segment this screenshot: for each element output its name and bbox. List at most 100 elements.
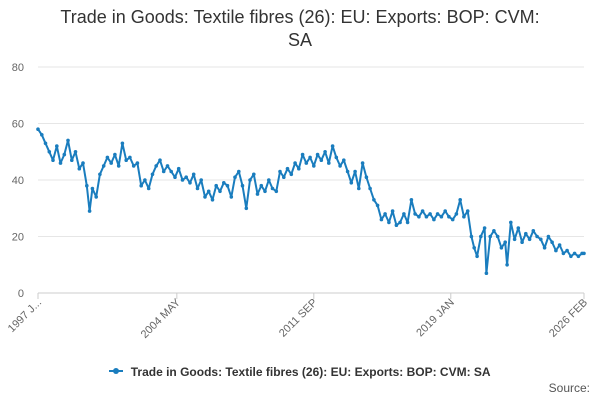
data-point[interactable] bbox=[297, 166, 301, 171]
data-point[interactable] bbox=[503, 240, 508, 244]
data-point[interactable] bbox=[210, 198, 215, 202]
data-point[interactable] bbox=[158, 158, 162, 162]
data-point[interactable] bbox=[304, 161, 309, 165]
data-point[interactable] bbox=[109, 161, 113, 165]
data-point[interactable] bbox=[360, 161, 365, 165]
data-point[interactable] bbox=[450, 217, 455, 222]
data-point[interactable] bbox=[345, 169, 350, 174]
data-point[interactable] bbox=[443, 209, 448, 213]
data-point[interactable] bbox=[131, 164, 136, 168]
data-point[interactable] bbox=[417, 214, 421, 219]
data-point[interactable] bbox=[454, 212, 459, 216]
data-point[interactable] bbox=[218, 189, 222, 194]
data-point[interactable] bbox=[282, 175, 286, 179]
data-point[interactable] bbox=[285, 166, 290, 171]
data-point[interactable] bbox=[43, 141, 48, 146]
data-point[interactable] bbox=[315, 152, 320, 157]
data-point[interactable] bbox=[161, 169, 166, 174]
data-point[interactable] bbox=[462, 214, 466, 219]
data-point[interactable] bbox=[527, 237, 532, 242]
data-point[interactable] bbox=[308, 155, 312, 160]
data-point[interactable] bbox=[173, 175, 177, 179]
data-point[interactable] bbox=[180, 178, 185, 182]
data-point[interactable] bbox=[199, 178, 203, 182]
data-point[interactable] bbox=[469, 234, 474, 239]
data-point[interactable] bbox=[165, 164, 170, 168]
data-point[interactable] bbox=[524, 231, 528, 236]
data-point[interactable] bbox=[267, 178, 271, 182]
data-point[interactable] bbox=[229, 195, 234, 199]
data-point[interactable] bbox=[375, 203, 380, 208]
data-point[interactable] bbox=[383, 212, 387, 216]
data-point[interactable] bbox=[90, 186, 95, 191]
data-point[interactable] bbox=[195, 186, 200, 191]
data-point[interactable] bbox=[542, 246, 547, 250]
data-point[interactable] bbox=[203, 195, 207, 199]
data-point[interactable] bbox=[557, 243, 562, 247]
data-point[interactable] bbox=[488, 234, 493, 239]
data-point[interactable] bbox=[546, 234, 551, 239]
data-point[interactable] bbox=[150, 172, 155, 177]
data-point[interactable] bbox=[62, 152, 67, 157]
data-point[interactable] bbox=[409, 198, 414, 202]
data-point[interactable] bbox=[225, 183, 230, 188]
data-point[interactable] bbox=[252, 172, 256, 177]
data-point[interactable] bbox=[484, 271, 489, 276]
data-point[interactable] bbox=[237, 169, 241, 174]
data-point[interactable] bbox=[353, 169, 357, 174]
data-point[interactable] bbox=[368, 186, 372, 191]
data-point[interactable] bbox=[509, 220, 513, 225]
data-point[interactable] bbox=[55, 144, 59, 148]
data-point[interactable] bbox=[240, 183, 245, 188]
data-point[interactable] bbox=[274, 189, 279, 194]
data-point[interactable] bbox=[447, 214, 451, 219]
data-point[interactable] bbox=[342, 158, 346, 162]
data-point[interactable] bbox=[428, 212, 432, 216]
data-point[interactable] bbox=[492, 229, 496, 233]
data-point[interactable] bbox=[40, 133, 44, 137]
data-point[interactable] bbox=[420, 209, 425, 213]
data-point[interactable] bbox=[255, 192, 260, 196]
data-point[interactable] bbox=[73, 150, 78, 154]
data-point[interactable] bbox=[120, 141, 125, 146]
data-point[interactable] bbox=[139, 183, 143, 188]
data-point[interactable] bbox=[520, 240, 524, 244]
data-point[interactable] bbox=[77, 166, 82, 171]
data-point[interactable] bbox=[191, 172, 196, 177]
data-point[interactable] bbox=[278, 169, 282, 174]
data-point[interactable] bbox=[372, 198, 376, 202]
data-point[interactable] bbox=[482, 226, 487, 230]
data-point[interactable] bbox=[259, 183, 264, 188]
data-point[interactable] bbox=[398, 220, 402, 225]
data-point[interactable] bbox=[87, 209, 92, 213]
data-point[interactable] bbox=[338, 164, 342, 168]
data-point[interactable] bbox=[535, 234, 539, 239]
data-point[interactable] bbox=[512, 237, 517, 242]
data-point[interactable] bbox=[293, 161, 297, 165]
data-point[interactable] bbox=[66, 138, 70, 143]
data-point[interactable] bbox=[565, 248, 569, 253]
data-point[interactable] bbox=[582, 251, 586, 256]
data-point[interactable] bbox=[439, 214, 444, 219]
data-point[interactable] bbox=[184, 175, 188, 179]
data-point[interactable] bbox=[432, 217, 436, 222]
data-point[interactable] bbox=[319, 158, 324, 162]
data-point[interactable] bbox=[244, 206, 249, 211]
data-point[interactable] bbox=[364, 175, 369, 179]
data-point[interactable] bbox=[475, 254, 479, 259]
data-point[interactable] bbox=[169, 169, 173, 174]
data-point[interactable] bbox=[379, 217, 384, 222]
data-point[interactable] bbox=[70, 158, 74, 162]
data-point[interactable] bbox=[435, 212, 440, 216]
data-point[interactable] bbox=[176, 166, 181, 171]
data-point[interactable] bbox=[128, 155, 132, 160]
data-point[interactable] bbox=[539, 237, 543, 242]
data-point[interactable] bbox=[330, 144, 335, 148]
data-point[interactable] bbox=[51, 158, 55, 162]
data-point[interactable] bbox=[576, 254, 581, 259]
data-point[interactable] bbox=[516, 226, 521, 230]
data-point[interactable] bbox=[531, 229, 536, 233]
data-point[interactable] bbox=[135, 161, 140, 165]
data-point[interactable] bbox=[222, 181, 226, 185]
data-point[interactable] bbox=[289, 172, 294, 177]
